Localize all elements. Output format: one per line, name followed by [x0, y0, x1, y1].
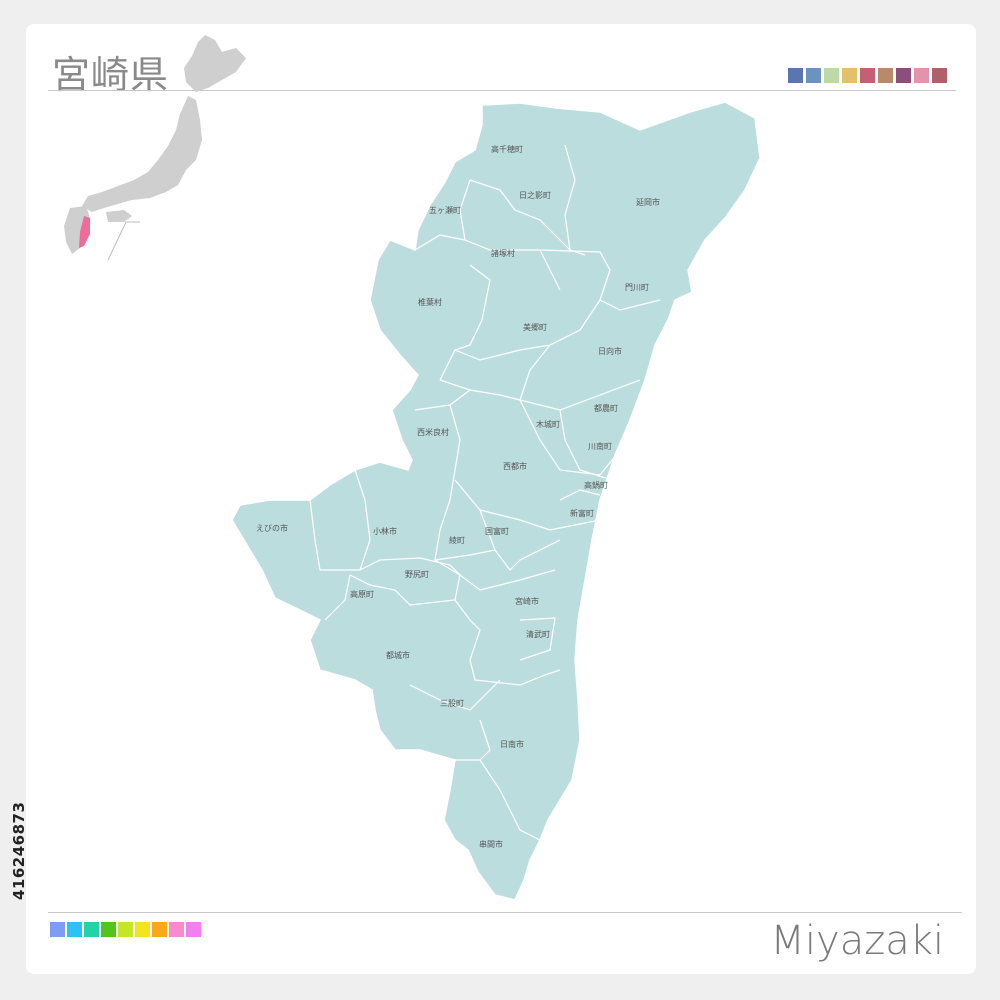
- municipality-label: 美郷町: [523, 322, 547, 332]
- municipality-label: 都農町: [594, 403, 618, 413]
- miyazaki-highlight: [79, 216, 90, 248]
- japan-inset-map: [64, 35, 246, 261]
- municipality-label: 椎葉村: [418, 297, 442, 307]
- municipality-label: 日南市: [500, 739, 524, 749]
- municipality-label: 諸塚村: [491, 248, 515, 258]
- municipality-label: 高千穂町: [491, 144, 523, 154]
- header-swatch-3: [824, 68, 839, 83]
- hokkaido-shape: [184, 35, 246, 92]
- ryukyu-inset-divider: [107, 221, 140, 261]
- municipality-label: えびの市: [256, 523, 288, 533]
- municipality-label: 宮崎市: [515, 596, 539, 606]
- header-swatch-4: [842, 68, 857, 83]
- prefecture-map: [231, 101, 761, 901]
- municipality-label: 国富町: [485, 526, 509, 536]
- municipality-label: 木城町: [536, 419, 560, 429]
- header-swatch-8: [914, 68, 929, 83]
- honshu-shape: [82, 96, 202, 212]
- municipality-label: 清武町: [526, 629, 550, 639]
- municipality-label: 高原町: [350, 589, 374, 599]
- municipality-label: 西米良村: [417, 427, 449, 437]
- municipality-label: 門川町: [625, 283, 649, 292]
- footer-divider: [48, 912, 962, 913]
- footer-swatch-3: [84, 922, 99, 937]
- footer-swatch-4: [101, 922, 116, 937]
- municipality-label: 綾町: [449, 535, 465, 545]
- footer-swatch-7: [152, 922, 167, 937]
- header-swatch-9: [932, 68, 947, 83]
- shikoku-shape: [106, 210, 132, 222]
- municipality-borders: [309, 144, 661, 841]
- municipality-label: 野尻町: [405, 570, 429, 579]
- municipality-labels: 高千穂町日之影町延岡市五ヶ瀬町諸塚村門川町椎葉村美郷町日向市都農町木城町西米良村…: [256, 144, 660, 849]
- footer-color-swatches: [50, 922, 201, 937]
- page-title: 宮崎県: [52, 53, 170, 97]
- municipality-label: 延岡市: [636, 197, 660, 207]
- header-color-swatches: [788, 68, 947, 83]
- footer-swatch-2: [67, 922, 82, 937]
- header-swatch-5: [860, 68, 875, 83]
- municipality-label: 日向市: [598, 346, 622, 356]
- footer-swatch-9: [186, 922, 201, 937]
- municipality-label: 高鍋町: [584, 480, 608, 490]
- municipality-label: 小林市: [373, 526, 397, 536]
- municipality-label: 川南町: [588, 441, 612, 451]
- footer-swatch-1: [50, 922, 65, 937]
- miyazaki-prefecture-shape: [231, 101, 761, 901]
- municipality-label: 日之影町: [519, 190, 551, 200]
- municipality-label: 串間市: [479, 839, 503, 849]
- footer-title: Miyazaki: [770, 918, 944, 964]
- municipality-label: 都城市: [386, 650, 410, 660]
- header-swatch-2: [806, 68, 821, 83]
- municipality-label: 西都市: [503, 461, 527, 471]
- header-swatch-1: [788, 68, 803, 83]
- footer-swatch-8: [169, 922, 184, 937]
- header-divider: [48, 90, 956, 91]
- side-image-id: 416246873: [10, 801, 28, 900]
- municipality-label: 三股町: [440, 699, 464, 708]
- municipality-label: 五ヶ瀬町: [429, 205, 461, 215]
- footer-swatch-5: [118, 922, 133, 937]
- footer-swatch-6: [135, 922, 150, 937]
- municipality-label: 新富町: [570, 508, 594, 518]
- header-swatch-7: [896, 68, 911, 83]
- header-swatch-6: [878, 68, 893, 83]
